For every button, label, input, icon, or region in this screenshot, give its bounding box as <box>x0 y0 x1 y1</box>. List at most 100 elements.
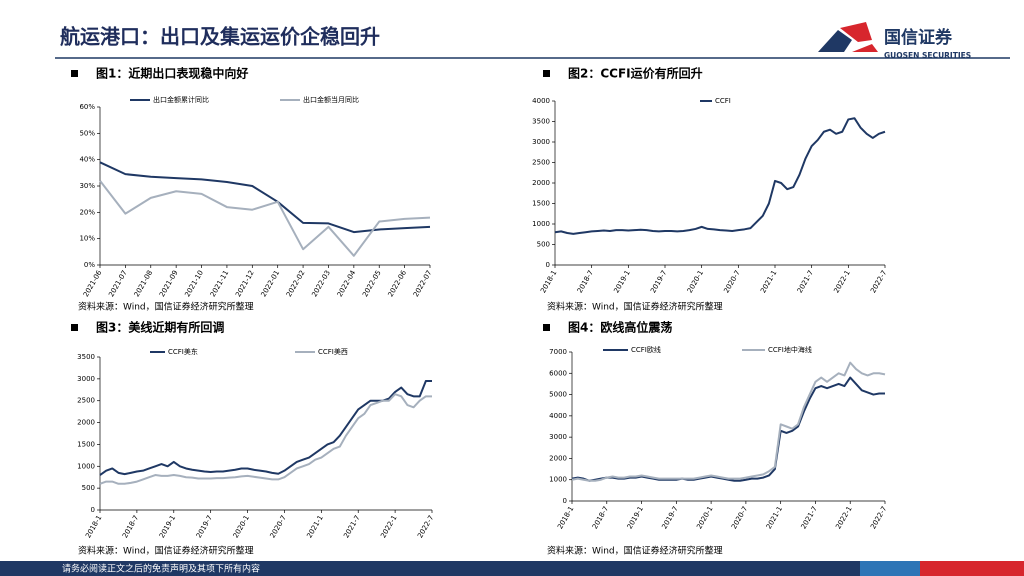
slide-title: 航运港口：出口及集运运价企稳回升 <box>60 25 380 49</box>
x-tick-label: 2021-09 <box>158 269 180 298</box>
x-tick-label: 2020-7 <box>722 269 741 294</box>
series-line <box>99 161 431 234</box>
y-tick-label: 500 <box>82 484 95 492</box>
x-tick-label: 2021-1 <box>305 514 324 539</box>
y-tick-label: 3000 <box>549 433 567 441</box>
y-tick-label: 7000 <box>549 348 567 356</box>
source-note: 资料来源：Wind，国信证券经济研究所整理 <box>547 301 723 313</box>
logo-shape <box>818 30 852 52</box>
y-tick-label: 2500 <box>532 159 550 167</box>
y-tick-label: 1000 <box>532 220 550 228</box>
y-tick-label: 1500 <box>532 200 550 208</box>
x-tick-label: 2018-1 <box>84 514 103 539</box>
y-tick-label: 0 <box>91 506 95 514</box>
legend-label: CCFI欧线 <box>631 345 661 354</box>
panel-bullet <box>71 324 78 331</box>
legend-label: 出口金额累计同比 <box>153 95 209 104</box>
x-tick-label: 2018-7 <box>576 269 595 294</box>
y-tick-label: 0 <box>546 261 550 269</box>
x-tick-label: 2022-04 <box>336 269 358 299</box>
x-tick-label: 2020-1 <box>695 505 714 530</box>
x-tick-label: 2019-1 <box>158 514 177 539</box>
panel-bullet <box>543 324 550 331</box>
y-tick-label: 0 <box>563 497 567 505</box>
y-tick-label: 10% <box>79 235 95 243</box>
x-tick-label: 2021-1 <box>765 505 784 530</box>
series-line <box>99 393 432 485</box>
legend-label: CCFI美西 <box>318 347 348 356</box>
y-tick-label: 1500 <box>77 440 95 448</box>
y-tick-label: 3000 <box>532 138 550 146</box>
y-tick-label: 0% <box>84 261 95 269</box>
y-tick-label: 3000 <box>77 375 95 383</box>
x-tick-label: 2021-12 <box>234 269 256 298</box>
x-tick-label: 2021-7 <box>800 505 819 530</box>
footer-bar <box>920 561 1024 576</box>
y-tick-label: 2000 <box>532 179 550 187</box>
logo-shape <box>840 22 872 42</box>
panel-title: 图1：近期出口表现稳中向好 <box>96 66 248 81</box>
footer-text: 请务必阅读正文之后的免责声明及其项下所有内容 <box>62 563 260 575</box>
series-line <box>99 180 431 257</box>
y-tick-label: 5000 <box>549 391 567 399</box>
y-tick-label: 3500 <box>77 353 95 361</box>
y-tick-label: 1000 <box>549 476 567 484</box>
logo-text: 国信证券 <box>884 27 953 48</box>
x-tick-label: 2022-7 <box>869 505 888 530</box>
source-note: 资料来源：Wind，国信证券经济研究所整理 <box>78 545 254 557</box>
footer-bar <box>860 561 920 576</box>
x-tick-label: 2018-7 <box>121 514 140 539</box>
x-tick-label: 2022-7 <box>416 514 435 539</box>
x-tick-label: 2022-1 <box>832 269 851 294</box>
x-tick-label: 2022-01 <box>260 269 282 298</box>
x-tick-label: 2021-1 <box>759 269 778 294</box>
y-tick-label: 1000 <box>77 462 95 470</box>
x-tick-label: 2020-1 <box>686 269 705 294</box>
x-tick-label: 2021-7 <box>796 269 815 294</box>
x-tick-label: 2020-7 <box>730 505 749 530</box>
x-tick-label: 2021-07 <box>107 269 129 298</box>
y-tick-label: 2000 <box>549 454 567 462</box>
y-tick-label: 2500 <box>77 397 95 405</box>
x-tick-label: 2022-03 <box>310 269 332 298</box>
series-line <box>571 361 886 482</box>
y-tick-label: 60% <box>79 103 95 111</box>
legend-label: CCFI地中海线 <box>768 345 812 354</box>
y-tick-label: 6000 <box>549 369 567 377</box>
y-tick-label: 4000 <box>549 412 567 420</box>
x-tick-label: 2019-7 <box>649 269 668 294</box>
y-tick-label: 500 <box>537 241 550 249</box>
x-tick-label: 2021-08 <box>133 269 155 298</box>
panel-title: 图3：美线近期有所回调 <box>96 320 224 335</box>
logo-subtext: GUOSEN SECURITIES <box>884 51 971 60</box>
y-tick-label: 40% <box>79 156 95 164</box>
x-tick-label: 2019-7 <box>195 514 214 539</box>
series-line <box>99 380 432 476</box>
footer-bar <box>0 561 860 576</box>
x-tick-label: 2018-1 <box>539 269 558 294</box>
legend-label: 出口金额当月同比 <box>303 95 359 104</box>
series-line <box>554 117 886 235</box>
x-tick-label: 2018-7 <box>591 505 610 530</box>
x-tick-label: 2021-7 <box>342 514 361 539</box>
x-tick-label: 2021-06 <box>82 269 104 299</box>
panel-title: 图2：CCFI运价有所回升 <box>568 66 703 81</box>
series-line <box>571 376 885 482</box>
y-tick-label: 2000 <box>77 419 95 427</box>
x-tick-label: 2021-11 <box>209 269 231 298</box>
x-tick-label: 2022-1 <box>379 514 398 539</box>
y-tick-label: 3500 <box>532 118 550 126</box>
source-note: 资料来源：Wind，国信证券经济研究所整理 <box>547 545 723 557</box>
legend-label: CCFI <box>715 97 731 105</box>
y-tick-label: 50% <box>79 129 95 137</box>
x-tick-label: 2021-10 <box>183 269 205 298</box>
x-tick-label: 2022-05 <box>361 269 383 298</box>
y-tick-label: 30% <box>79 182 95 190</box>
x-tick-label: 2020-1 <box>232 514 251 539</box>
x-tick-label: 2022-06 <box>387 269 409 299</box>
panel-bullet <box>71 70 78 77</box>
y-tick-label: 4000 <box>532 97 550 105</box>
logo-shape <box>852 44 878 52</box>
y-tick-label: 20% <box>79 208 95 216</box>
